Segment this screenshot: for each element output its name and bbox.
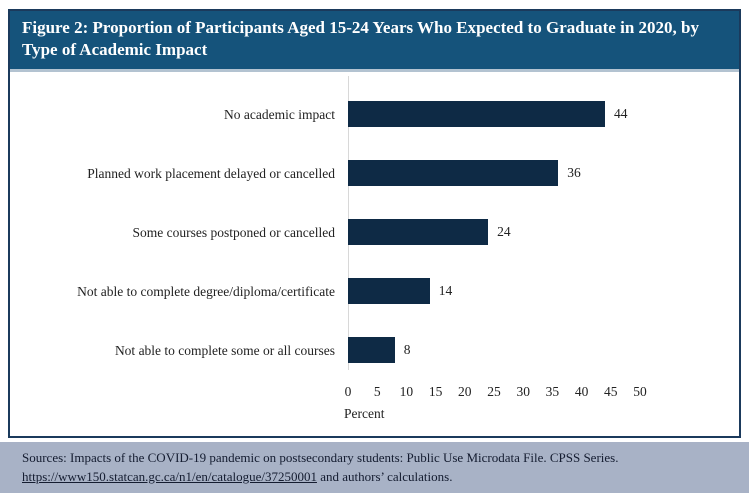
bar-row: Not able to complete degree/diploma/cert… [10,262,739,321]
x-tick-label: 35 [545,383,560,399]
bar-value-label: 44 [613,106,628,122]
bar [348,219,489,246]
bar-value-label: 14 [438,283,453,299]
bar [348,160,559,187]
category-label: Not able to complete some or all courses [114,342,335,358]
bar-chart: No academic impact 44 Planned work placeme… [10,72,739,422]
x-tick-label: 30 [516,383,530,399]
bar-rows: No academic impact 44 Planned work placeme… [10,85,739,380]
bar-value-label: 36 [567,165,581,181]
x-tick-label: 10 [399,383,414,399]
category-label: Planned work placement delayed or cancel… [87,165,335,181]
source-text-line2: and authors’ calculations. [316,468,453,484]
bar-row: Some courses postponed or cancelled 24 [10,203,739,262]
bar-row: Not able to complete some or all courses… [10,321,739,380]
bar-track: 14 [348,278,640,305]
x-tick-label: 15 [428,383,443,399]
bar [348,101,605,128]
source-note: Sources: Impacts of the COVID-19 pandemi… [0,442,749,493]
bar [348,337,395,364]
bar-track: 8 [348,337,640,364]
bar-row: Planned work placement delayed or cancel… [10,144,739,203]
bar-track: 24 [348,219,640,246]
bar-value-label: 24 [497,224,511,240]
bar-value-label: 8 [403,342,411,358]
bar-track: 44 [348,101,640,128]
x-tick-label: 40 [574,383,589,399]
source-link[interactable]: https://www150.statcan.gc.ca/n1/en/catal… [22,468,317,484]
x-axis-ticks: 0 5 10 15 20 25 30 35 40 45 50 [344,383,647,403]
category-label: No academic impact [224,106,335,122]
bar [348,278,430,305]
source-text-line1: Sources: Impacts of the COVID-19 pandemi… [22,450,619,465]
x-tick-label: 25 [487,383,501,399]
x-tick-label: 5 [373,383,381,399]
figure-title: Figure 2: Proportion of Participants Age… [10,11,739,72]
figure-box: Figure 2: Proportion of Participants Age… [8,9,741,438]
x-tick-label: 45 [604,383,618,399]
x-tick-label: 0 [344,383,352,399]
category-label: Not able to complete degree/diploma/cert… [77,283,335,299]
bar-row: No academic impact 44 [10,85,739,144]
bar-track: 36 [348,160,640,187]
x-axis-label: Percent [344,405,385,421]
category-label: Some courses postponed or cancelled [132,224,335,240]
x-tick-label: 50 [633,383,647,399]
x-tick-label: 20 [458,383,472,399]
